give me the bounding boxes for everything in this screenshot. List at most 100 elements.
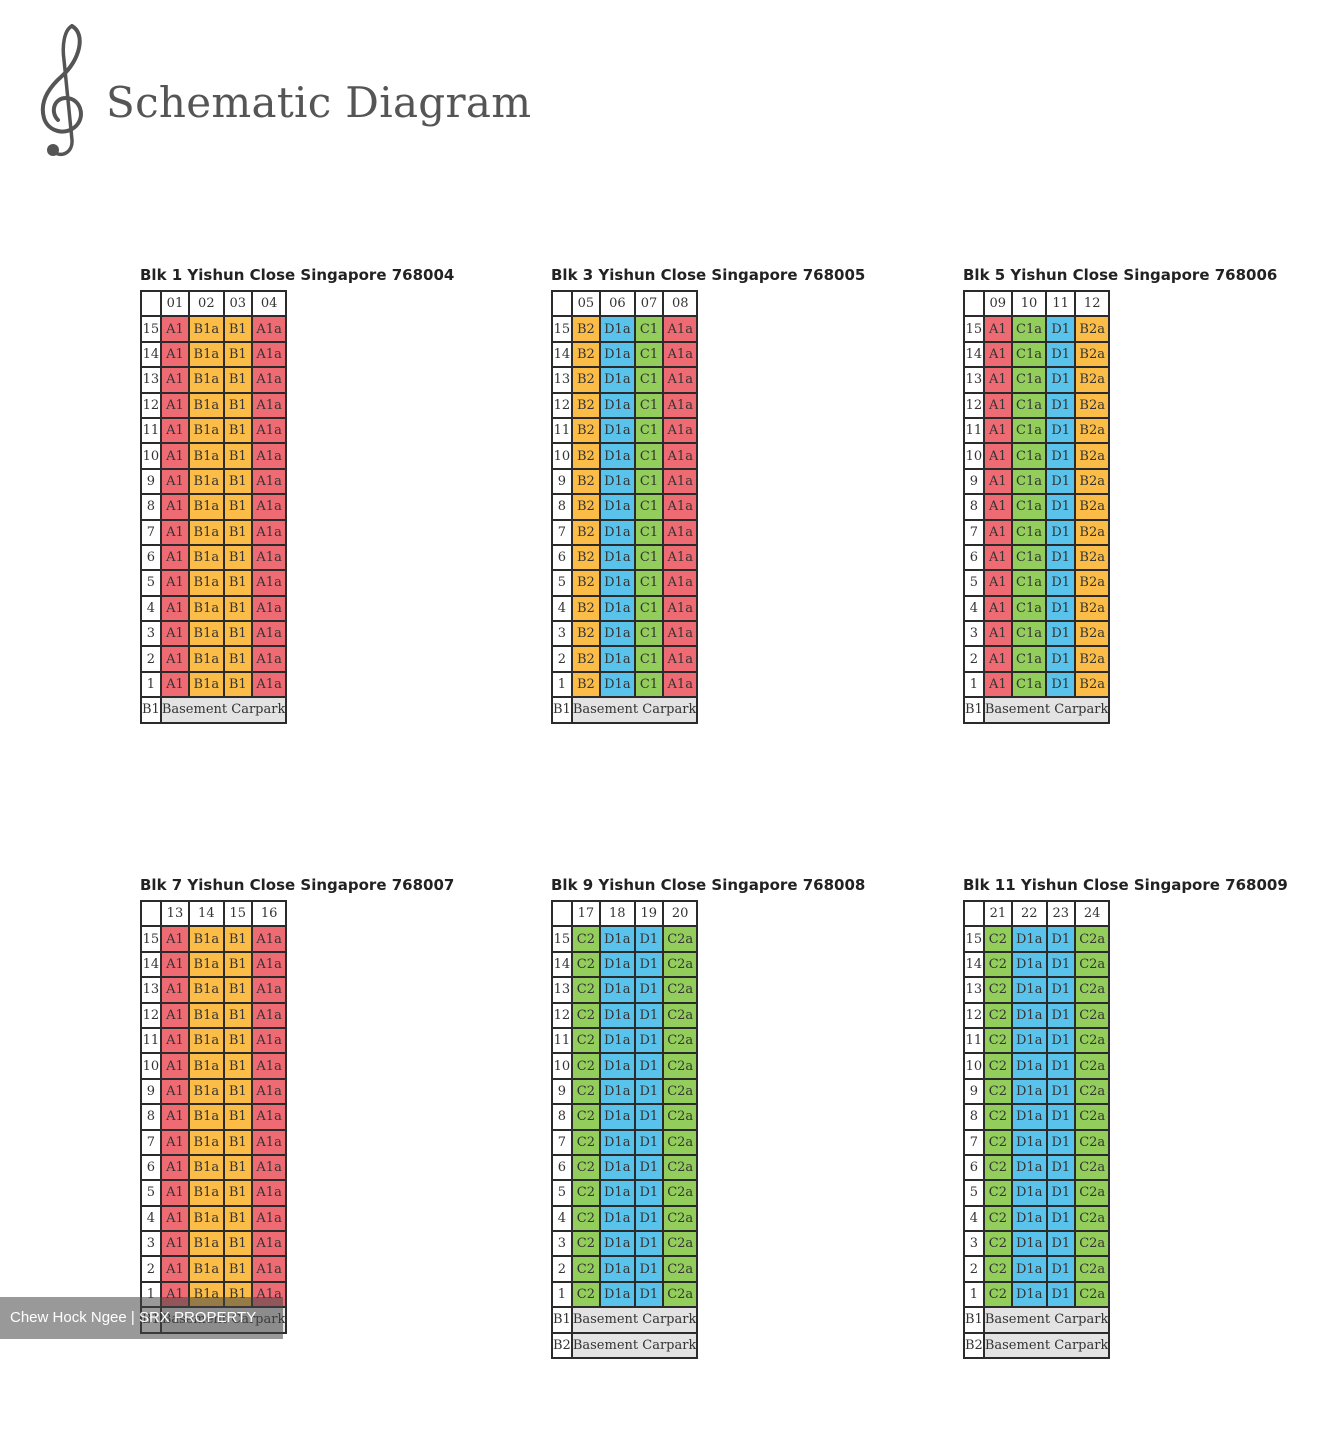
floor-label: 7: [551, 1128, 573, 1156]
floor-row: 7 A1 B1a B1 A1a: [140, 1128, 288, 1156]
floor-label: 10: [963, 442, 985, 470]
unit-type-cell: D1: [633, 1001, 665, 1029]
unit-type-cell: D1: [633, 1280, 665, 1309]
unit-type-cell: B1: [222, 1153, 253, 1182]
unit-type-cell: D1: [1045, 1026, 1077, 1055]
unit-type-cell: D1a: [598, 1052, 636, 1080]
unit-type-cell: D1a: [598, 442, 636, 470]
floor-label: 9: [963, 467, 985, 496]
unit-type-cell: C2a: [662, 1280, 699, 1309]
floor-label: 10: [551, 1052, 573, 1080]
unit-header-row: 13 14 15 16: [140, 899, 288, 928]
unit-type-cell: B1: [222, 493, 253, 521]
floor-row: 13 B2 D1a C1 A1a: [551, 366, 699, 394]
floor-label: 3: [963, 1230, 985, 1258]
floor-label: 7: [963, 1128, 985, 1156]
floor-label: 8: [963, 493, 985, 521]
floor-label: 12: [963, 1001, 985, 1029]
floor-row: 8 A1 B1a B1 A1a: [140, 493, 288, 521]
unit-type-cell: B2a: [1074, 493, 1111, 521]
floor-label: 13: [551, 366, 573, 394]
unit-type-cell: C1: [633, 315, 665, 343]
unit-type-cell: B1: [222, 1128, 253, 1156]
basement-carpark-cell: Basement Carpark: [982, 1331, 1111, 1360]
unit-type-cell: B2a: [1074, 340, 1111, 369]
unit-type-cell: C1: [633, 594, 665, 623]
unit-type-cell: B1a: [188, 416, 225, 445]
floor-row: 6 A1 C1a D1 B2a: [963, 543, 1111, 572]
unit-type-cell: C2a: [662, 1052, 699, 1080]
floor-row: 9 B2 D1a C1 A1a: [551, 467, 699, 496]
floor-label: 9: [551, 1077, 573, 1106]
unit-type-cell: A1a: [250, 976, 288, 1004]
unit-type-cell: C2a: [1074, 950, 1111, 979]
floor-label: 12: [551, 1001, 573, 1029]
unit-type-cell: B1a: [188, 976, 225, 1004]
floor-label: 4: [963, 594, 985, 623]
floor-row: 7 B2 D1a C1 A1a: [551, 518, 699, 546]
unit-type-cell: A1a: [662, 670, 699, 699]
floor-label: 7: [140, 1128, 162, 1156]
basement-carpark-cell: Basement Carpark: [982, 696, 1111, 724]
unit-type-cell: C2a: [662, 1255, 699, 1283]
unit-type-cell: A1: [159, 670, 191, 699]
unit-type-cell: A1a: [662, 594, 699, 623]
floor-row: 4 B2 D1a C1 A1a: [551, 594, 699, 623]
unit-type-cell: B2a: [1074, 315, 1111, 343]
unit-type-cell: B1a: [188, 1179, 225, 1207]
unit-type-cell: A1: [982, 518, 1013, 546]
unit-type-cell: B1: [222, 391, 253, 419]
unit-type-cell: A1: [982, 442, 1013, 470]
unit-type-cell: B2a: [1074, 645, 1111, 673]
unit-type-cell: B1a: [188, 543, 225, 572]
unit-type-cell: A1: [159, 391, 191, 419]
unit-number-header: 13: [159, 899, 191, 928]
unit-type-cell: B1: [222, 518, 253, 546]
unit-type-cell: D1: [633, 950, 665, 979]
unit-type-cell: C2: [570, 1103, 601, 1131]
floor-row: 15 A1 B1a B1 A1a: [140, 925, 288, 953]
basement-row: B2 Basement Carpark: [551, 1331, 699, 1360]
unit-number-header: 23: [1045, 899, 1077, 928]
floor-row: 12 C2 D1a D1 C2a: [551, 1001, 699, 1029]
unit-type-cell: D1: [1045, 1230, 1077, 1258]
unit-type-cell: B2a: [1074, 670, 1111, 699]
floor-row: 11 B2 D1a C1 A1a: [551, 416, 699, 445]
unit-type-cell: A1a: [662, 416, 699, 445]
floor-row: 14 C2 D1a D1 C2a: [963, 950, 1111, 979]
unit-type-cell: D1: [633, 1255, 665, 1283]
unit-type-cell: C2a: [662, 1103, 699, 1131]
unit-type-cell: B2: [570, 518, 601, 546]
unit-number-header: 12: [1074, 289, 1111, 318]
unit-type-cell: D1a: [598, 493, 636, 521]
unit-type-cell: B1: [222, 1204, 253, 1233]
floor-label: 6: [140, 1153, 162, 1182]
unit-type-cell: B1a: [188, 1128, 225, 1156]
floor-row: 2 C2 D1a D1 C2a: [551, 1255, 699, 1283]
unit-type-cell: C1a: [1010, 340, 1048, 369]
floor-label: 6: [551, 543, 573, 572]
floor-label: 15: [963, 925, 985, 953]
unit-header-row: 09 10 11 12: [963, 289, 1111, 318]
unit-type-cell: B2: [570, 594, 601, 623]
unit-type-cell: D1: [1045, 594, 1077, 623]
floor-row: 9 A1 C1a D1 B2a: [963, 467, 1111, 496]
floor-row: 1 A1 B1a B1 A1a: [140, 670, 288, 699]
unit-type-cell: A1a: [250, 493, 288, 521]
unit-number-header: 09: [982, 289, 1013, 318]
unit-type-cell: A1a: [250, 1026, 288, 1055]
unit-type-cell: D1: [633, 1230, 665, 1258]
floor-label: 15: [551, 925, 573, 953]
unit-type-cell: C2: [982, 976, 1013, 1004]
floor-row: 11 C2 D1a D1 C2a: [963, 1026, 1111, 1055]
basement-row: B2 Basement Carpark: [963, 1331, 1111, 1360]
unit-type-cell: A1a: [662, 518, 699, 546]
floor-row: 15 C2 D1a D1 C2a: [963, 925, 1111, 953]
floor-row: 12 A1 B1a B1 A1a: [140, 1001, 288, 1029]
page-title: Schematic Diagram: [106, 78, 532, 127]
unit-type-cell: C2a: [1074, 925, 1111, 953]
unit-type-cell: D1: [1045, 1001, 1077, 1029]
unit-type-cell: B1: [222, 569, 253, 597]
unit-type-cell: C2: [570, 1052, 601, 1080]
unit-type-cell: B2: [570, 442, 601, 470]
